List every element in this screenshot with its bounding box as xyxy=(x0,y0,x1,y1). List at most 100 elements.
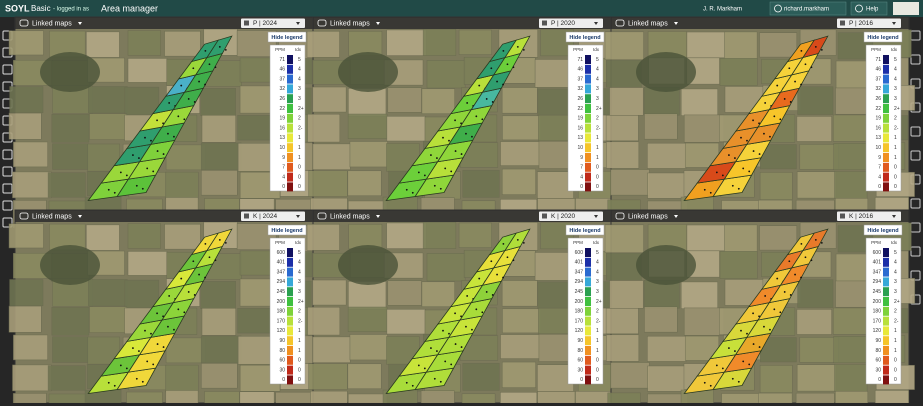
hide-legend-button[interactable] xyxy=(565,31,605,43)
field-patch xyxy=(538,141,573,169)
tool-button[interactable] xyxy=(2,217,13,228)
layer-select[interactable] xyxy=(837,211,901,222)
tool-button[interactable] xyxy=(910,270,921,281)
linked-maps[interactable]: Linked maps xyxy=(330,20,370,27)
legend-swatch xyxy=(585,104,591,113)
field-patch xyxy=(200,142,242,171)
tool-button[interactable] xyxy=(2,149,13,160)
link-icon xyxy=(19,19,29,27)
tool-button[interactable] xyxy=(2,200,13,211)
field-patch xyxy=(239,85,274,114)
field-patch xyxy=(237,143,276,172)
field-patch xyxy=(124,279,160,309)
linked-maps[interactable]: Linked maps xyxy=(628,213,668,220)
help[interactable]: Help xyxy=(866,7,879,13)
legend-index: 2- xyxy=(596,125,601,131)
sample-point xyxy=(478,84,481,87)
field-patch xyxy=(312,143,351,170)
hide-legend-button[interactable] xyxy=(863,224,903,236)
linked-maps[interactable]: Linked maps xyxy=(32,20,72,27)
sample-point xyxy=(800,276,802,279)
layer-name[interactable]: K | 2016 xyxy=(849,213,873,220)
field-patch xyxy=(347,113,388,139)
linked-maps[interactable]: Linked maps xyxy=(32,213,72,220)
hide-legend-button[interactable] xyxy=(267,31,307,43)
sample-point xyxy=(444,167,447,170)
hide-legend-button[interactable] xyxy=(565,224,605,236)
tool-button[interactable] xyxy=(910,198,921,209)
hide-legend[interactable]: Hide legend xyxy=(271,35,302,41)
sample-point xyxy=(448,139,450,142)
linked-maps[interactable]: Linked maps xyxy=(628,20,668,27)
layer-select[interactable] xyxy=(241,211,305,222)
field-patch xyxy=(606,141,640,169)
account[interactable]: richard.markham xyxy=(784,7,829,13)
field-patch xyxy=(200,281,236,310)
layer-icon xyxy=(840,20,845,26)
legend-value: 9 xyxy=(878,155,881,161)
layer-name[interactable]: K | 2024 xyxy=(253,213,277,220)
tool-button[interactable] xyxy=(910,78,921,89)
legend-unit: PPM xyxy=(573,47,583,52)
field-patch xyxy=(347,170,382,197)
logo: SOYL xyxy=(5,3,30,13)
hide-legend-button[interactable] xyxy=(267,224,307,236)
tool-button[interactable] xyxy=(910,126,921,137)
sample-point xyxy=(460,346,463,348)
legend-index: 5 xyxy=(894,57,897,63)
layer-name[interactable]: P | 2024 xyxy=(253,20,277,27)
linked-maps[interactable]: Linked maps xyxy=(330,213,370,220)
brand-badge xyxy=(893,2,919,15)
sample-point xyxy=(703,381,706,384)
hide-legend[interactable]: Hide legend xyxy=(569,228,600,234)
sample-point xyxy=(491,294,494,296)
layer-name[interactable]: P | 2016 xyxy=(849,20,873,27)
sample-point xyxy=(465,132,467,135)
hide-legend-button[interactable] xyxy=(863,31,903,43)
tool-button[interactable] xyxy=(2,64,13,75)
legend-value: 13 xyxy=(279,135,285,141)
legend-value: 46 xyxy=(875,67,881,73)
legend-index: 0 xyxy=(596,184,599,190)
sample-point xyxy=(769,328,771,331)
sample-point xyxy=(138,157,140,159)
tool-button[interactable] xyxy=(2,166,13,177)
dropdown-caret xyxy=(78,22,82,25)
legend-index: 1 xyxy=(298,338,301,344)
role: Area manager xyxy=(101,3,158,13)
layer-name[interactable]: K | 2020 xyxy=(551,213,575,220)
legend-value: 4 xyxy=(878,174,881,180)
tool-button[interactable] xyxy=(910,54,921,65)
field-patch xyxy=(201,114,236,143)
account-button[interactable] xyxy=(769,1,847,16)
hide-legend[interactable]: Hide legend xyxy=(271,228,302,234)
dropdown-caret xyxy=(892,22,896,25)
field-patch xyxy=(165,144,206,171)
sample-point xyxy=(454,150,457,152)
link-icon xyxy=(317,212,327,220)
field-patch xyxy=(462,169,500,198)
tool-button[interactable] xyxy=(910,150,921,161)
tool-button[interactable] xyxy=(2,183,13,194)
sample-point xyxy=(820,48,823,51)
field-patch xyxy=(348,281,387,310)
sample-point xyxy=(737,187,740,190)
legend-swatch xyxy=(287,162,293,172)
layer-select[interactable] xyxy=(539,211,603,222)
layer-select[interactable] xyxy=(539,18,603,29)
field-patch xyxy=(680,88,718,116)
legend-swatch xyxy=(287,316,293,326)
layer-select[interactable] xyxy=(241,18,305,29)
layer-select[interactable] xyxy=(837,18,901,29)
sample-point xyxy=(150,332,152,335)
hide-legend[interactable]: Hide legend xyxy=(867,35,898,41)
legend-value: 347 xyxy=(575,269,584,275)
legend-value: 22 xyxy=(577,106,583,112)
right-toolbar xyxy=(909,17,923,406)
hide-legend[interactable]: Hide legend xyxy=(569,35,600,41)
sample-point xyxy=(411,191,414,194)
tool-button[interactable] xyxy=(910,246,921,257)
hide-legend[interactable]: Hide legend xyxy=(867,228,898,234)
layer-name[interactable]: P | 2020 xyxy=(551,20,575,27)
